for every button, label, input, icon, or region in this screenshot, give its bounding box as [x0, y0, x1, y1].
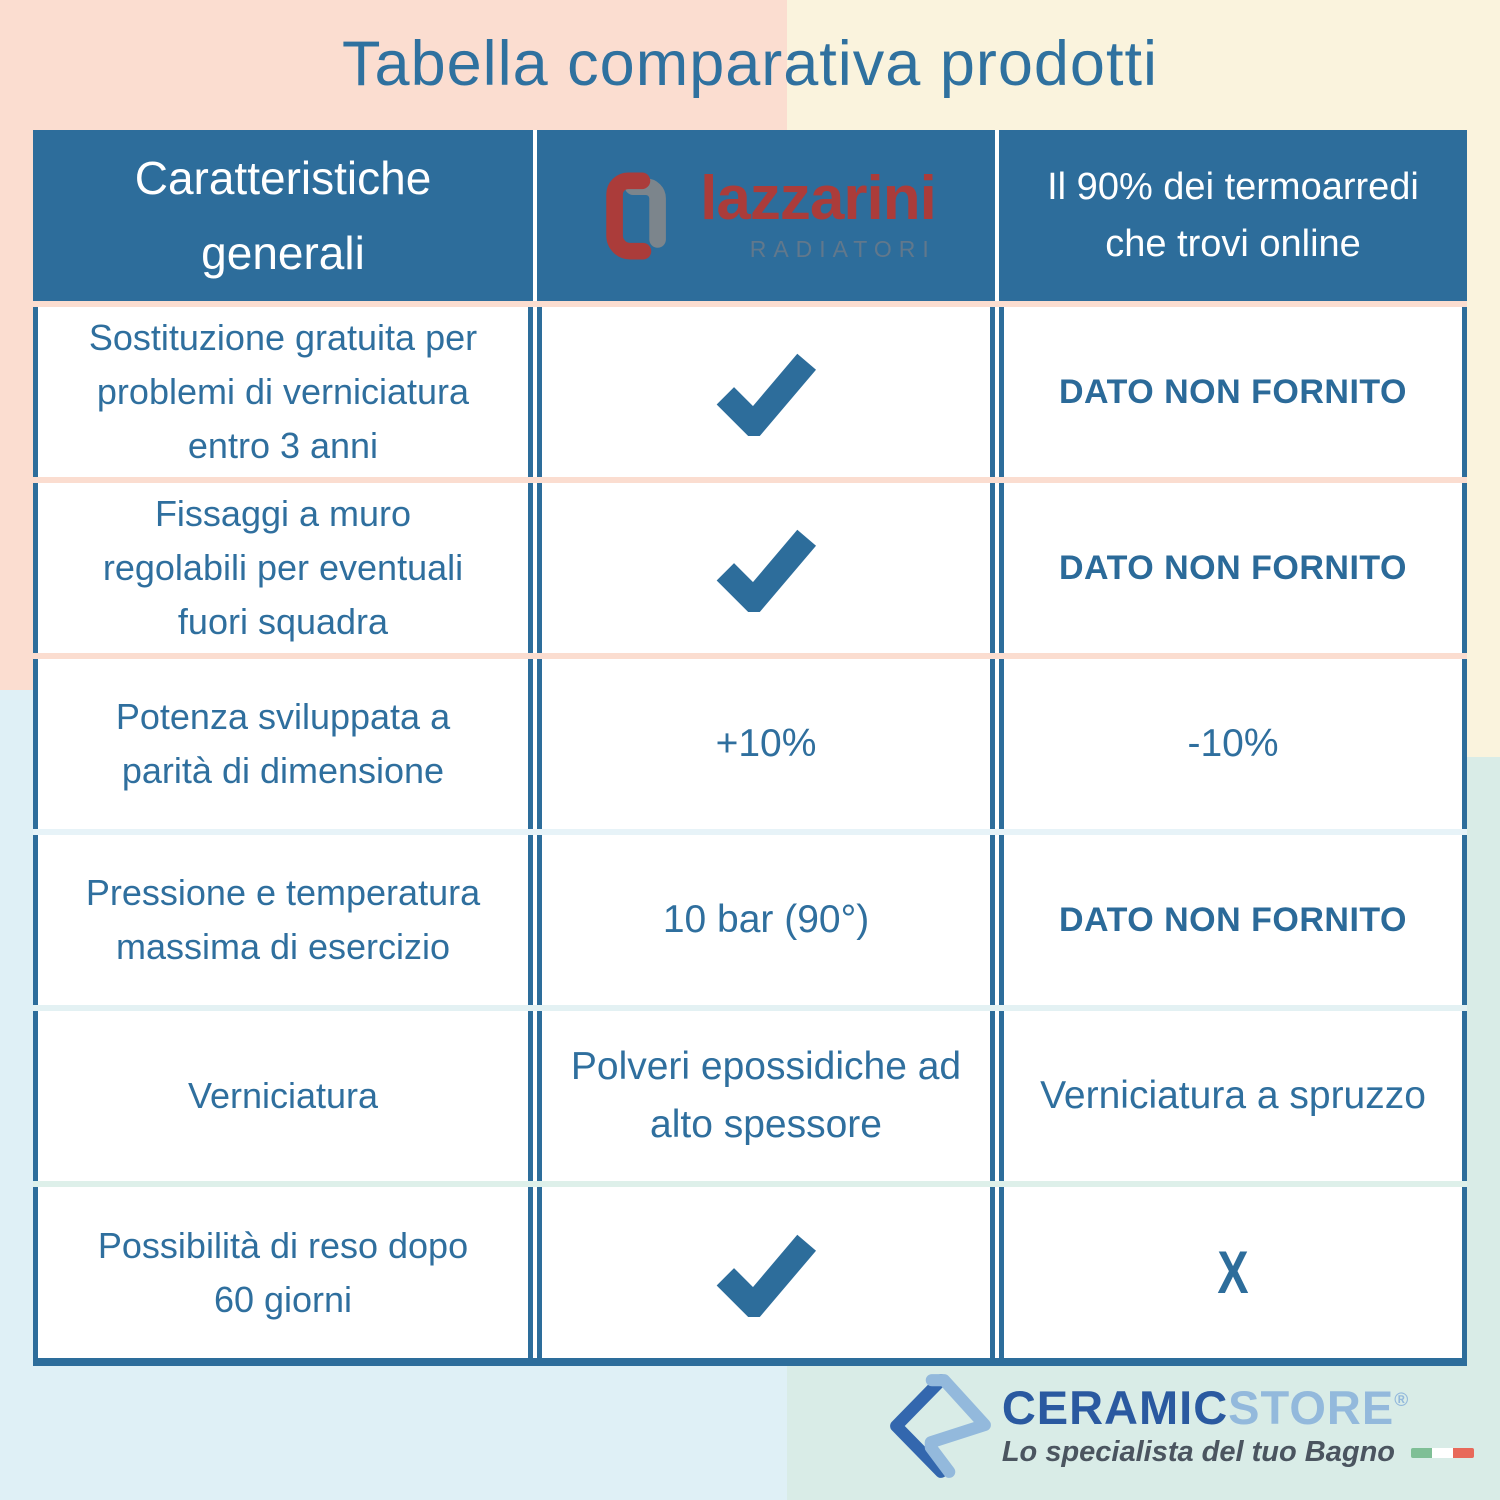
- value-label: -10%: [1187, 721, 1279, 765]
- row-separator: [33, 1005, 1467, 1011]
- feature-cell: Fissaggi a muro regolabili per eventuali…: [33, 483, 533, 653]
- value-label: Polveri epossidiche ad alto spessore: [570, 1044, 962, 1147]
- feature-cell: Sostituzione gratuita per problemi di ve…: [33, 307, 533, 477]
- lazzarini-value-cell: [537, 483, 995, 653]
- feature-label: Pressione e temperatura massima di eserc…: [85, 872, 481, 967]
- header-col3-label: Il 90% dei termoarredi che trovi online: [1047, 165, 1419, 265]
- feature-label: Potenza sviluppata a parità di dimension…: [115, 696, 451, 791]
- ceramicstore-logo: CERAMICSTORE® Lo specialista del tuo Bag…: [884, 1370, 1474, 1482]
- online-value-cell: Verniciatura a spruzzo: [999, 1011, 1467, 1181]
- row-separator: [33, 477, 1467, 483]
- ceramic-text: CERAMIC: [1001, 1380, 1229, 1434]
- feature-label: Verniciatura: [187, 1075, 379, 1116]
- online-value-cell: DATO NON FORNITO: [999, 483, 1467, 653]
- x-mark: X: [1217, 1239, 1249, 1306]
- feature-label: Possibilità di reso dopo 60 giorni: [97, 1224, 469, 1320]
- feature-cell: Potenza sviluppata a parità di dimension…: [33, 659, 533, 829]
- store-text: STORE: [1228, 1380, 1395, 1434]
- row-separator: [33, 301, 1467, 307]
- lazzarini-value-cell: +10%: [537, 659, 995, 829]
- comparison-table: Caratteristiche generali lazzarini RADIA…: [33, 130, 1467, 1366]
- lazzarini-value-cell: [537, 1187, 995, 1358]
- lazzarini-wordmark: lazzarini: [700, 164, 937, 233]
- value-label: DATO NON FORNITO: [1059, 372, 1407, 411]
- lazzarini-value-cell: Polveri epossidiche ad alto spessore: [537, 1011, 995, 1181]
- header-caratteristiche-generali: Caratteristiche generali: [33, 130, 533, 301]
- lazzarini-value-cell: [537, 307, 995, 477]
- italian-flag-icon: [1411, 1447, 1474, 1458]
- header-lazzarini: lazzarini RADIATORI: [537, 130, 995, 301]
- online-value-cell: X: [999, 1187, 1467, 1358]
- ceramicstore-tagline: Lo specialista del tuo Bagno: [1001, 1436, 1395, 1469]
- value-label: DATO NON FORNITO: [1059, 548, 1407, 587]
- check-icon: [716, 529, 817, 612]
- feature-label: Fissaggi a muro regolabili per eventuali…: [102, 493, 464, 642]
- row-separator: [33, 1181, 1467, 1187]
- row-separator: [33, 653, 1467, 659]
- feature-cell: Pressione e temperatura massima di eserc…: [33, 835, 533, 1005]
- value-label: 10 bar (90°): [662, 897, 870, 941]
- lazzarini-radiatori-label: RADIATORI: [749, 236, 936, 262]
- value-label: +10%: [715, 721, 817, 765]
- feature-label: Sostituzione gratuita per problemi di ve…: [88, 317, 478, 466]
- registered-mark: ®: [1394, 1389, 1410, 1411]
- online-value-cell: DATO NON FORNITO: [999, 835, 1467, 1005]
- feature-cell: Verniciatura: [33, 1011, 533, 1181]
- online-value-cell: -10%: [999, 659, 1467, 829]
- online-value-cell: DATO NON FORNITO: [999, 307, 1467, 477]
- row-separator: [33, 829, 1467, 835]
- lazzarini-logo: lazzarini RADIATORI: [596, 164, 937, 265]
- check-icon: [716, 353, 817, 436]
- feature-cell: Possibilità di reso dopo 60 giorni: [33, 1187, 533, 1358]
- lazzarini-value-cell: 10 bar (90°): [537, 835, 995, 1005]
- ceramicstore-icon: [889, 1374, 991, 1478]
- value-label: DATO NON FORNITO: [1059, 900, 1407, 939]
- header-col1-label: Caratteristiche generali: [134, 151, 432, 279]
- page-title: Tabella comparativa prodotti: [342, 29, 1158, 99]
- value-label: Verniciatura a spruzzo: [1040, 1073, 1426, 1117]
- check-icon: [716, 1234, 817, 1317]
- ceramicstore-wordmark: CERAMICSTORE®: [1002, 1383, 1474, 1432]
- lazzarini-logo-icon: [606, 171, 667, 260]
- header-online-competitors: Il 90% dei termoarredi che trovi online: [999, 130, 1467, 301]
